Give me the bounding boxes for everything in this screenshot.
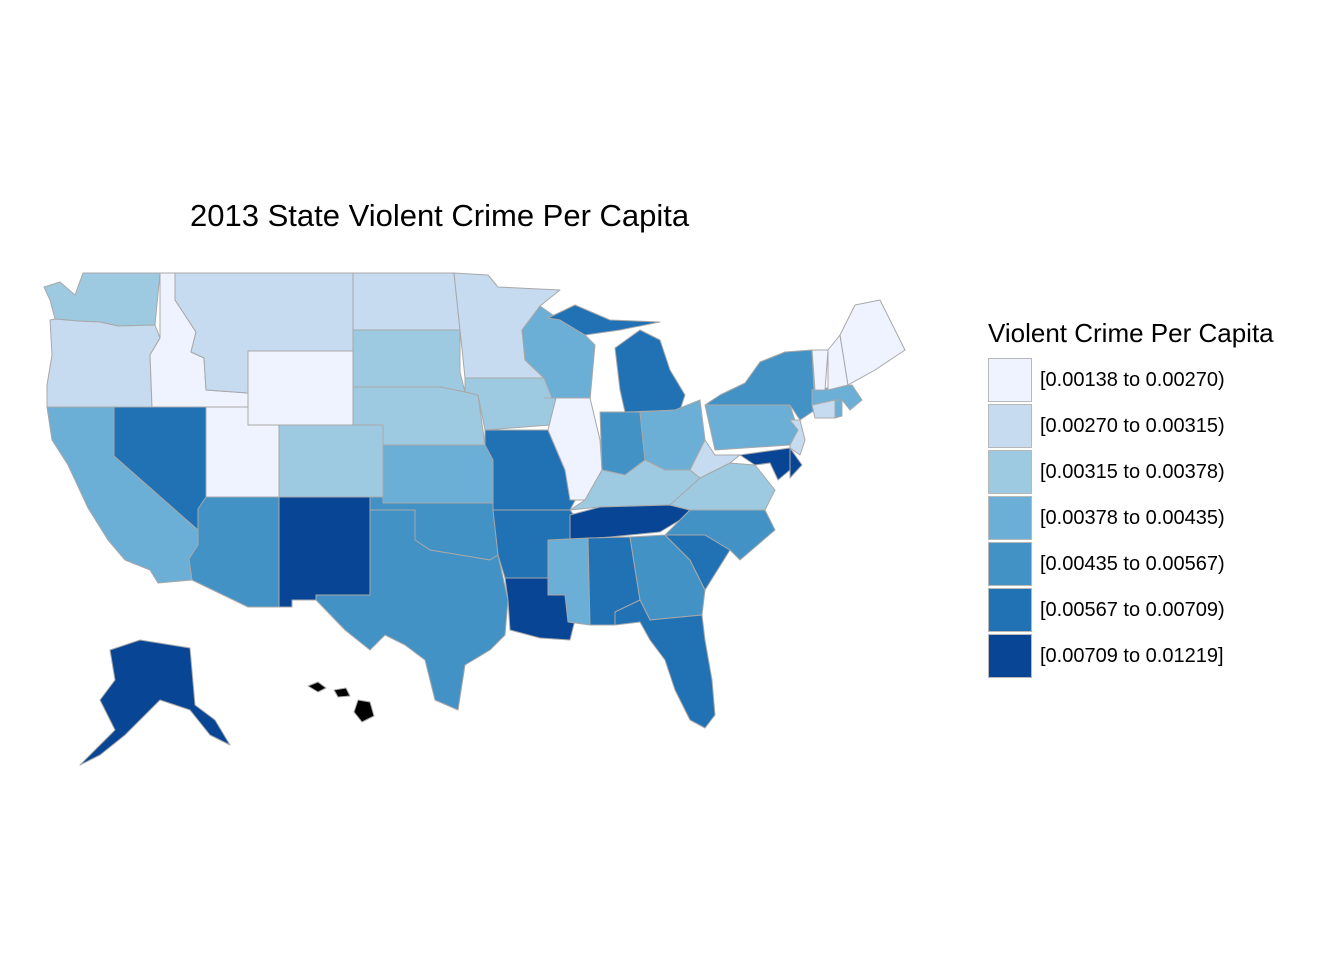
state-tx — [315, 509, 509, 711]
legend-item: [0.00709 to 0.01219] — [988, 633, 1274, 679]
legend-swatch — [988, 404, 1032, 448]
state-pa — [704, 404, 799, 451]
state-me — [839, 299, 906, 386]
legend-label: [0.00709 to 0.01219] — [1040, 644, 1224, 667]
state-hi — [307, 681, 375, 723]
state-nd — [352, 272, 461, 331]
state-nj — [789, 419, 806, 456]
legend-item: [0.00378 to 0.00435) — [988, 495, 1274, 541]
state-wi — [521, 305, 596, 401]
legend-item: [0.00138 to 0.00270) — [988, 357, 1274, 403]
legend-swatch — [988, 634, 1032, 678]
state-sd — [352, 329, 466, 393]
state-wy — [247, 350, 354, 426]
state-fl — [614, 599, 716, 729]
state-az — [188, 496, 280, 608]
legend-label: [0.00270 to 0.00315) — [1040, 414, 1225, 437]
legend-item: [0.00270 to 0.00315) — [988, 403, 1274, 449]
state-or — [46, 318, 161, 408]
legend-item: [0.00315 to 0.00378) — [988, 449, 1274, 495]
state-vt — [811, 349, 829, 391]
legend-label: [0.00315 to 0.00378) — [1040, 460, 1225, 483]
state-il — [543, 397, 603, 501]
legend-swatch — [988, 358, 1032, 402]
state-ak — [79, 639, 231, 766]
legend-label: [0.00138 to 0.00270) — [1040, 368, 1225, 391]
state-nc — [664, 509, 776, 561]
state-ks — [382, 444, 494, 504]
state-de — [789, 447, 803, 479]
state-ma — [811, 384, 863, 411]
state-ri — [834, 399, 843, 419]
legend-swatch — [988, 450, 1032, 494]
legend-rows: [0.00138 to 0.00270) [0.00270 to 0.00315)… — [988, 357, 1274, 679]
map-title: 2013 State Violent Crime Per Capita — [190, 198, 690, 233]
legend-swatch — [988, 496, 1032, 540]
legend: Violent Crime Per Capita [0.00138 to 0.0… — [988, 318, 1274, 679]
legend-label: [0.00567 to 0.00709) — [1040, 598, 1225, 621]
state-mi — [547, 304, 686, 413]
legend-label: [0.00378 to 0.00435) — [1040, 506, 1225, 529]
legend-item: [0.00435 to 0.00567) — [988, 541, 1274, 587]
legend-label: [0.00435 to 0.00567) — [1040, 552, 1225, 575]
legend-swatch — [988, 588, 1032, 632]
state-co — [278, 424, 384, 498]
state-nm — [278, 496, 371, 608]
legend-swatch — [988, 542, 1032, 586]
legend-item: [0.00567 to 0.00709) — [988, 587, 1274, 633]
state-wa — [43, 272, 161, 327]
state-ny — [704, 349, 816, 421]
legend-title: Violent Crime Per Capita — [988, 318, 1274, 348]
